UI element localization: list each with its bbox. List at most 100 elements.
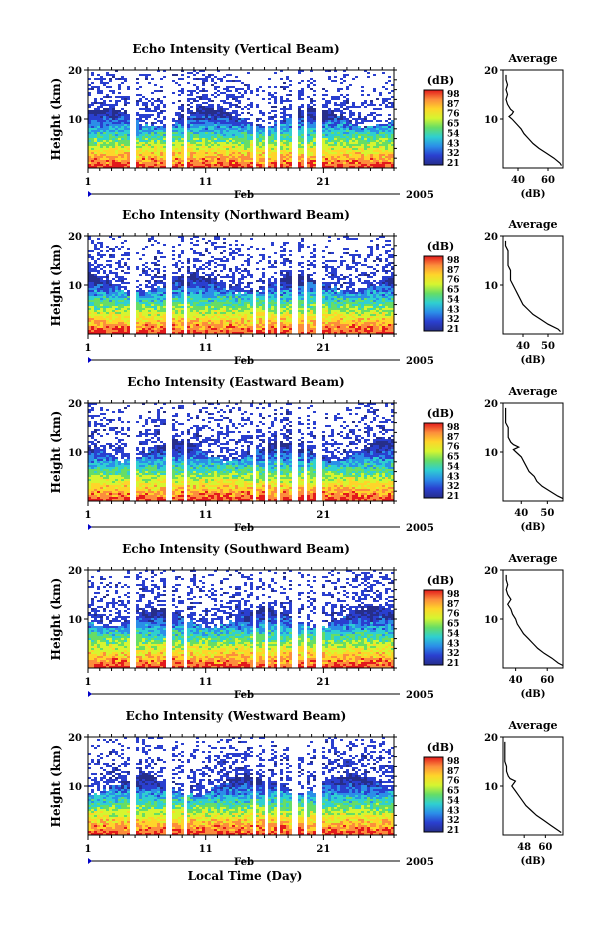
heatmap-cell	[148, 160, 151, 162]
heatmap-cell	[160, 162, 163, 164]
heatmap-cell	[199, 316, 202, 318]
heatmap-cell	[286, 138, 289, 140]
heatmap-cell	[148, 136, 151, 138]
heatmap-cell	[391, 130, 394, 132]
heatmap-cell	[91, 264, 94, 266]
heatmap-cell	[376, 146, 379, 148]
heatmap-cell	[223, 138, 226, 140]
heatmap-cell	[382, 164, 385, 166]
heatmap-cell	[94, 148, 97, 150]
heatmap-cell	[124, 310, 127, 312]
heatmap-cell	[229, 302, 232, 304]
heatmap-cell	[346, 166, 349, 168]
heatmap-cell	[235, 88, 238, 90]
heatmap-cell	[238, 320, 241, 322]
heatmap-cell	[220, 298, 223, 300]
heatmap-cell	[178, 304, 181, 306]
heatmap-cell	[244, 134, 247, 136]
heatmap-cell	[181, 124, 184, 126]
heatmap-cell	[235, 294, 238, 296]
heatmap-cell	[217, 300, 220, 302]
heatmap-cell	[106, 282, 109, 284]
heatmap-cell	[109, 134, 112, 136]
heatmap-cell	[103, 84, 106, 86]
heatmap-cell	[223, 282, 226, 284]
panel-1: Echo Intensity (Vertical Beam)2010Height…	[49, 42, 564, 201]
heatmap-cell	[328, 154, 331, 156]
heatmap-cell	[382, 144, 385, 146]
heatmap-cell	[274, 304, 277, 306]
heatmap-cell	[115, 328, 118, 330]
heatmap-cell	[139, 330, 142, 332]
heatmap-cell	[223, 314, 226, 316]
heatmap-cell	[154, 306, 157, 308]
heatmap-cell	[256, 262, 259, 264]
heatmap-cell	[97, 74, 100, 76]
heatmap-cell	[283, 152, 286, 154]
heatmap-cell	[112, 316, 115, 318]
heatmap-cell	[259, 296, 262, 298]
heatmap-cell	[274, 134, 277, 136]
heatmap-cell	[151, 114, 154, 116]
heatmap-cell	[268, 132, 271, 134]
heatmap-cell	[97, 118, 100, 120]
heatmap-cell	[106, 288, 109, 290]
heatmap-cell	[193, 286, 196, 288]
heatmap-cell	[235, 316, 238, 318]
heatmap-cell	[328, 112, 331, 114]
heatmap-cell	[91, 316, 94, 318]
heatmap-cell	[214, 156, 217, 158]
heatmap-cell	[226, 298, 229, 300]
heatmap-cell	[229, 152, 232, 154]
heatmap-cell	[106, 274, 109, 276]
heatmap-cell	[88, 294, 91, 296]
heatmap-cell	[160, 100, 163, 102]
heatmap-cell	[325, 148, 328, 150]
heatmap-cell	[91, 130, 94, 132]
heatmap-cell	[343, 102, 346, 104]
heatmap-cell	[103, 158, 106, 160]
heatmap-cell	[247, 286, 250, 288]
heatmap-cell	[91, 274, 94, 276]
heatmap-cell	[268, 300, 271, 302]
heatmap-cell	[151, 122, 154, 124]
heatmap-cell	[208, 290, 211, 292]
heatmap-cell	[115, 262, 118, 264]
heatmap-cell	[358, 164, 361, 166]
heatmap-cell	[325, 122, 328, 124]
heatmap-cell	[274, 160, 277, 162]
heatmap-cell	[163, 288, 166, 290]
heatmap-cell	[250, 324, 253, 326]
heatmap-cell	[100, 292, 103, 294]
heatmap-cell	[139, 134, 142, 136]
heatmap-cell	[94, 274, 97, 276]
heatmap-cell	[190, 324, 193, 326]
heatmap-cell	[274, 130, 277, 132]
heatmap-cell	[127, 154, 130, 156]
heatmap-cell	[193, 250, 196, 252]
heatmap-cell	[181, 166, 184, 168]
heatmap-cell	[388, 124, 391, 126]
heatmap-cell	[112, 248, 115, 250]
heatmap-cell	[379, 132, 382, 134]
heatmap-cell	[154, 268, 157, 270]
heatmap-cell	[145, 322, 148, 324]
heatmap-cell	[148, 326, 151, 328]
heatmap-cell	[361, 154, 364, 156]
heatmap-cell	[223, 158, 226, 160]
heatmap-cell	[181, 280, 184, 282]
heatmap-cell	[163, 290, 166, 292]
heatmap-cell	[256, 326, 259, 328]
heatmap-cell	[244, 152, 247, 154]
heatmap-cell	[124, 78, 127, 80]
heatmap-cell	[271, 148, 274, 150]
heatmap-cell	[283, 86, 286, 88]
heatmap-cell	[127, 268, 130, 270]
heatmap-cell	[259, 316, 262, 318]
heatmap-cell	[139, 94, 142, 96]
heatmap-cell	[208, 262, 211, 264]
heatmap-cell	[283, 118, 286, 120]
heatmap-cell	[235, 122, 238, 124]
heatmap-cell	[136, 306, 139, 308]
heatmap-cell	[145, 294, 148, 296]
